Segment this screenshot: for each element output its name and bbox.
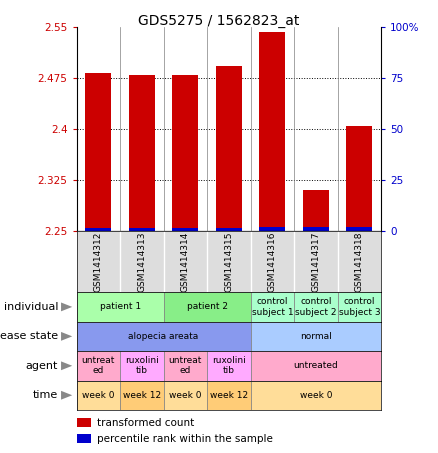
Bar <box>77 351 120 381</box>
Bar <box>120 381 164 410</box>
Text: week 12: week 12 <box>123 391 161 400</box>
Text: untreat
ed: untreat ed <box>82 356 115 376</box>
Bar <box>251 351 381 381</box>
Text: agent: agent <box>26 361 58 371</box>
Text: week 0: week 0 <box>300 391 332 400</box>
Bar <box>120 351 164 381</box>
Text: GSM1414313: GSM1414313 <box>138 231 146 292</box>
Bar <box>164 292 251 322</box>
Bar <box>85 73 111 231</box>
Bar <box>259 227 286 231</box>
Bar <box>129 228 155 231</box>
Bar <box>77 322 251 351</box>
Text: GSM1414318: GSM1414318 <box>355 231 364 292</box>
Polygon shape <box>61 303 72 311</box>
Text: GSM1414312: GSM1414312 <box>94 231 103 292</box>
Text: control
subject 3: control subject 3 <box>339 297 380 317</box>
Text: week 0: week 0 <box>82 391 115 400</box>
Text: patient 1: patient 1 <box>99 303 141 311</box>
Bar <box>338 292 381 322</box>
Bar <box>172 228 198 231</box>
Bar <box>259 32 286 231</box>
Bar <box>207 351 251 381</box>
Text: untreat
ed: untreat ed <box>169 356 202 376</box>
Bar <box>294 292 338 322</box>
Polygon shape <box>61 361 72 370</box>
Bar <box>164 351 207 381</box>
Text: GDS5275 / 1562823_at: GDS5275 / 1562823_at <box>138 14 300 28</box>
Polygon shape <box>61 332 72 341</box>
Text: GSM1414316: GSM1414316 <box>268 231 277 292</box>
Bar <box>303 190 329 231</box>
Polygon shape <box>61 391 72 400</box>
Bar <box>346 227 372 231</box>
Bar <box>77 381 120 410</box>
Text: individual: individual <box>4 302 58 312</box>
Bar <box>303 227 329 231</box>
Text: week 0: week 0 <box>169 391 201 400</box>
Bar <box>77 418 91 427</box>
Text: ruxolini
tib: ruxolini tib <box>125 356 159 376</box>
Bar <box>346 126 372 231</box>
Bar <box>85 228 111 231</box>
Bar <box>251 292 294 322</box>
Bar <box>207 381 251 410</box>
Text: ruxolini
tib: ruxolini tib <box>212 356 246 376</box>
Bar <box>129 75 155 231</box>
Bar <box>77 434 91 443</box>
Text: time: time <box>33 390 58 400</box>
Text: GSM1414314: GSM1414314 <box>181 231 190 292</box>
Text: untreated: untreated <box>293 361 338 370</box>
Bar <box>251 322 381 351</box>
Bar <box>216 66 242 231</box>
Text: alopecia areata: alopecia areata <box>128 332 199 341</box>
Text: patient 2: patient 2 <box>187 303 228 311</box>
Text: control
subject 2: control subject 2 <box>295 297 336 317</box>
Bar <box>77 292 164 322</box>
Text: percentile rank within the sample: percentile rank within the sample <box>97 434 273 444</box>
Bar <box>172 75 198 231</box>
Text: transformed count: transformed count <box>97 419 194 429</box>
Bar <box>216 228 242 231</box>
Text: normal: normal <box>300 332 332 341</box>
Text: GSM1414317: GSM1414317 <box>311 231 320 292</box>
Text: GSM1414315: GSM1414315 <box>224 231 233 292</box>
Bar <box>251 381 381 410</box>
Text: disease state: disease state <box>0 331 58 342</box>
Bar <box>164 381 207 410</box>
Text: week 12: week 12 <box>210 391 248 400</box>
Text: control
subject 1: control subject 1 <box>251 297 293 317</box>
